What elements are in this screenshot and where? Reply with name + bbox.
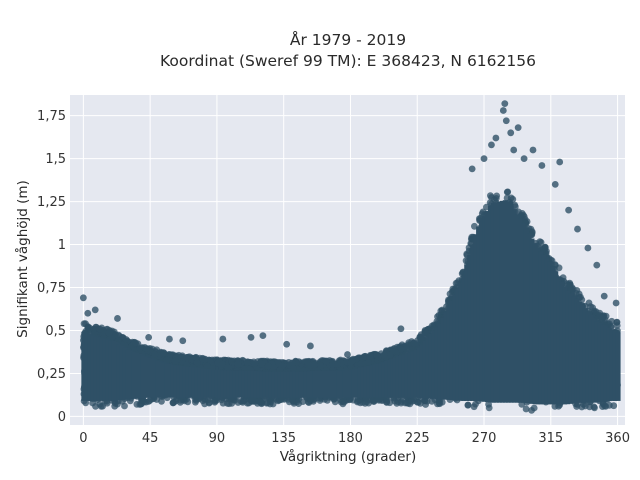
chart-title-line-2: Koordinat (Sweref 99 TM): E 368423, N 61…	[160, 52, 536, 70]
data-point	[82, 320, 89, 327]
data-point	[408, 398, 416, 405]
data-point	[89, 399, 96, 407]
data-point	[540, 245, 547, 253]
data-point	[503, 194, 511, 202]
data-point	[170, 399, 178, 406]
data-point	[585, 299, 593, 307]
chart-title-line-1: År 1979 - 2019	[290, 30, 406, 49]
data-point	[591, 404, 598, 412]
data-point	[354, 397, 361, 405]
data-point	[479, 208, 487, 216]
data-point	[211, 397, 219, 405]
data-point	[121, 402, 128, 410]
data-point	[96, 400, 104, 408]
data-points	[79, 100, 621, 414]
